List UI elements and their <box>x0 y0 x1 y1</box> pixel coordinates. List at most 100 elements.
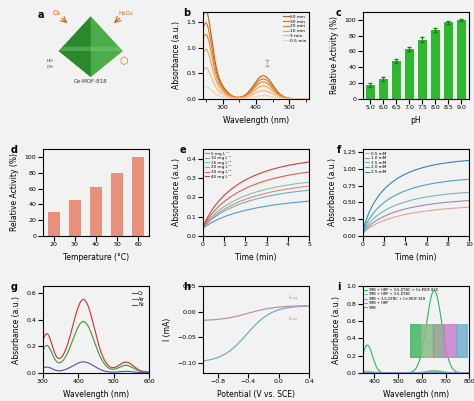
5 mg L⁻¹ <box>200 226 206 231</box>
Polygon shape <box>59 47 123 51</box>
TMB + 3,5-DTBC + Ce-MOF-818 <box>360 370 365 375</box>
10 mg L⁻¹ <box>200 227 205 231</box>
5 mg L⁻¹ <box>306 199 312 204</box>
40 mg L⁻¹ <box>263 169 269 174</box>
N₂ <box>117 369 123 374</box>
5 mg L⁻¹ <box>263 204 269 209</box>
30 mg L⁻¹ <box>306 170 312 174</box>
X-axis label: Time (min): Time (min) <box>235 253 277 262</box>
2.0 mM <box>456 178 462 182</box>
Line: 2.5 mM: 2.5 mM <box>363 160 469 235</box>
Line: 0.5 min: 0.5 min <box>202 87 309 99</box>
60 min <box>251 82 257 87</box>
30 min <box>203 20 209 25</box>
Air <box>53 358 58 363</box>
Air <box>74 326 80 331</box>
40 mg L⁻¹ <box>263 169 269 174</box>
2.0 mM <box>360 232 365 237</box>
10 mg L⁻¹ <box>290 190 295 194</box>
0.5 mM <box>450 206 456 211</box>
0.5 mM <box>360 232 365 237</box>
2.5 mM <box>425 164 431 169</box>
TMB <box>464 371 470 375</box>
1.0 mM <box>425 202 431 207</box>
Line: 40 mg L⁻¹: 40 mg L⁻¹ <box>202 162 309 229</box>
30 min <box>251 84 257 89</box>
40 mg L⁻¹ <box>306 160 312 164</box>
60 min <box>287 96 293 101</box>
1.5 mM <box>450 191 456 196</box>
3 min <box>200 69 205 74</box>
Bar <box>69 200 81 236</box>
20 mg L⁻¹ <box>200 227 205 231</box>
Line: 60 min: 60 min <box>202 10 309 99</box>
10 min <box>306 96 312 101</box>
Text: c: c <box>336 8 342 18</box>
20 min <box>251 87 256 91</box>
60 min <box>203 8 209 13</box>
Line: TMB + HRP: TMB + HRP <box>363 372 469 373</box>
15 mg L⁻¹ <box>265 186 271 191</box>
15 mg L⁻¹ <box>263 187 269 192</box>
Polygon shape <box>59 16 123 77</box>
X-axis label: Temperature (°C): Temperature (°C) <box>63 253 129 262</box>
Line: TMB + HRP + 3,5-DTBC + Ce-MOF-818: TMB + HRP + 3,5-DTBC + Ce-MOF-818 <box>363 290 469 373</box>
TMB + HRP + 3,5-DTBC <box>392 371 397 375</box>
1.5 mM <box>425 194 431 199</box>
Bar <box>90 187 102 236</box>
TMB + HRP + 3,5-DTBC <box>466 371 472 375</box>
60 min <box>264 75 269 79</box>
Y-axis label: Relative Activity (%): Relative Activity (%) <box>10 154 19 231</box>
O₂ <box>81 297 86 302</box>
TMB + 3,5-DTBC + Ce-MOF-818 <box>464 371 470 375</box>
Polygon shape <box>59 16 91 77</box>
20 min <box>203 32 209 37</box>
N₂ <box>74 361 80 366</box>
Text: d: d <box>10 145 18 155</box>
Y-axis label: Absorbance (a.u.): Absorbance (a.u.) <box>172 158 181 227</box>
60 min <box>306 96 312 101</box>
3 min <box>287 96 293 101</box>
3 min <box>306 96 312 101</box>
Line: 1.0 mM: 1.0 mM <box>363 200 469 235</box>
30 mg L⁻¹ <box>290 172 295 177</box>
40 mg L⁻¹ <box>200 225 206 230</box>
20 min <box>200 39 205 44</box>
Line: 15 mg L⁻¹: 15 mg L⁻¹ <box>202 182 309 229</box>
Line: N₂: N₂ <box>43 362 149 373</box>
20 mg L⁻¹ <box>290 186 295 190</box>
15 mg L⁻¹ <box>200 226 206 231</box>
TMB + 3,5-DTBC + Ce-MOF-818 <box>392 371 397 375</box>
TMB + HRP + 3,5-DTBC <box>423 369 429 374</box>
2.5 mM <box>423 164 429 169</box>
TMB + HRP <box>411 371 417 375</box>
2.0 mM <box>423 182 428 187</box>
10 mg L⁻¹ <box>296 189 302 194</box>
Air <box>40 348 46 353</box>
0.5 min <box>251 94 257 99</box>
O₂ <box>146 370 152 375</box>
60 min <box>200 18 205 23</box>
1.0 mM <box>450 199 456 204</box>
20 min <box>304 96 310 101</box>
20 mg L⁻¹ <box>263 191 269 196</box>
30 mg L⁻¹ <box>263 178 269 183</box>
TMB + 3,5-DTBC + Ce-MOF-818 <box>411 371 417 375</box>
10 mg L⁻¹ <box>263 194 269 199</box>
1.5 mM <box>466 190 472 195</box>
3 min <box>264 89 269 93</box>
20 mg L⁻¹ <box>265 190 271 195</box>
0.5 min <box>304 96 310 101</box>
10 min <box>304 96 310 101</box>
Bar <box>444 22 453 99</box>
40 mg L⁻¹ <box>265 168 271 173</box>
TMB + HRP + 3,5-DTBC <box>447 370 453 375</box>
20 min <box>258 80 264 85</box>
TMB + HRP <box>466 371 472 375</box>
O₂ <box>107 365 113 369</box>
20 min <box>251 86 257 91</box>
1.5 mM <box>423 194 428 199</box>
Bar <box>392 61 401 99</box>
20 mg L⁻¹ <box>200 226 206 231</box>
20 mg L⁻¹ <box>306 184 312 188</box>
